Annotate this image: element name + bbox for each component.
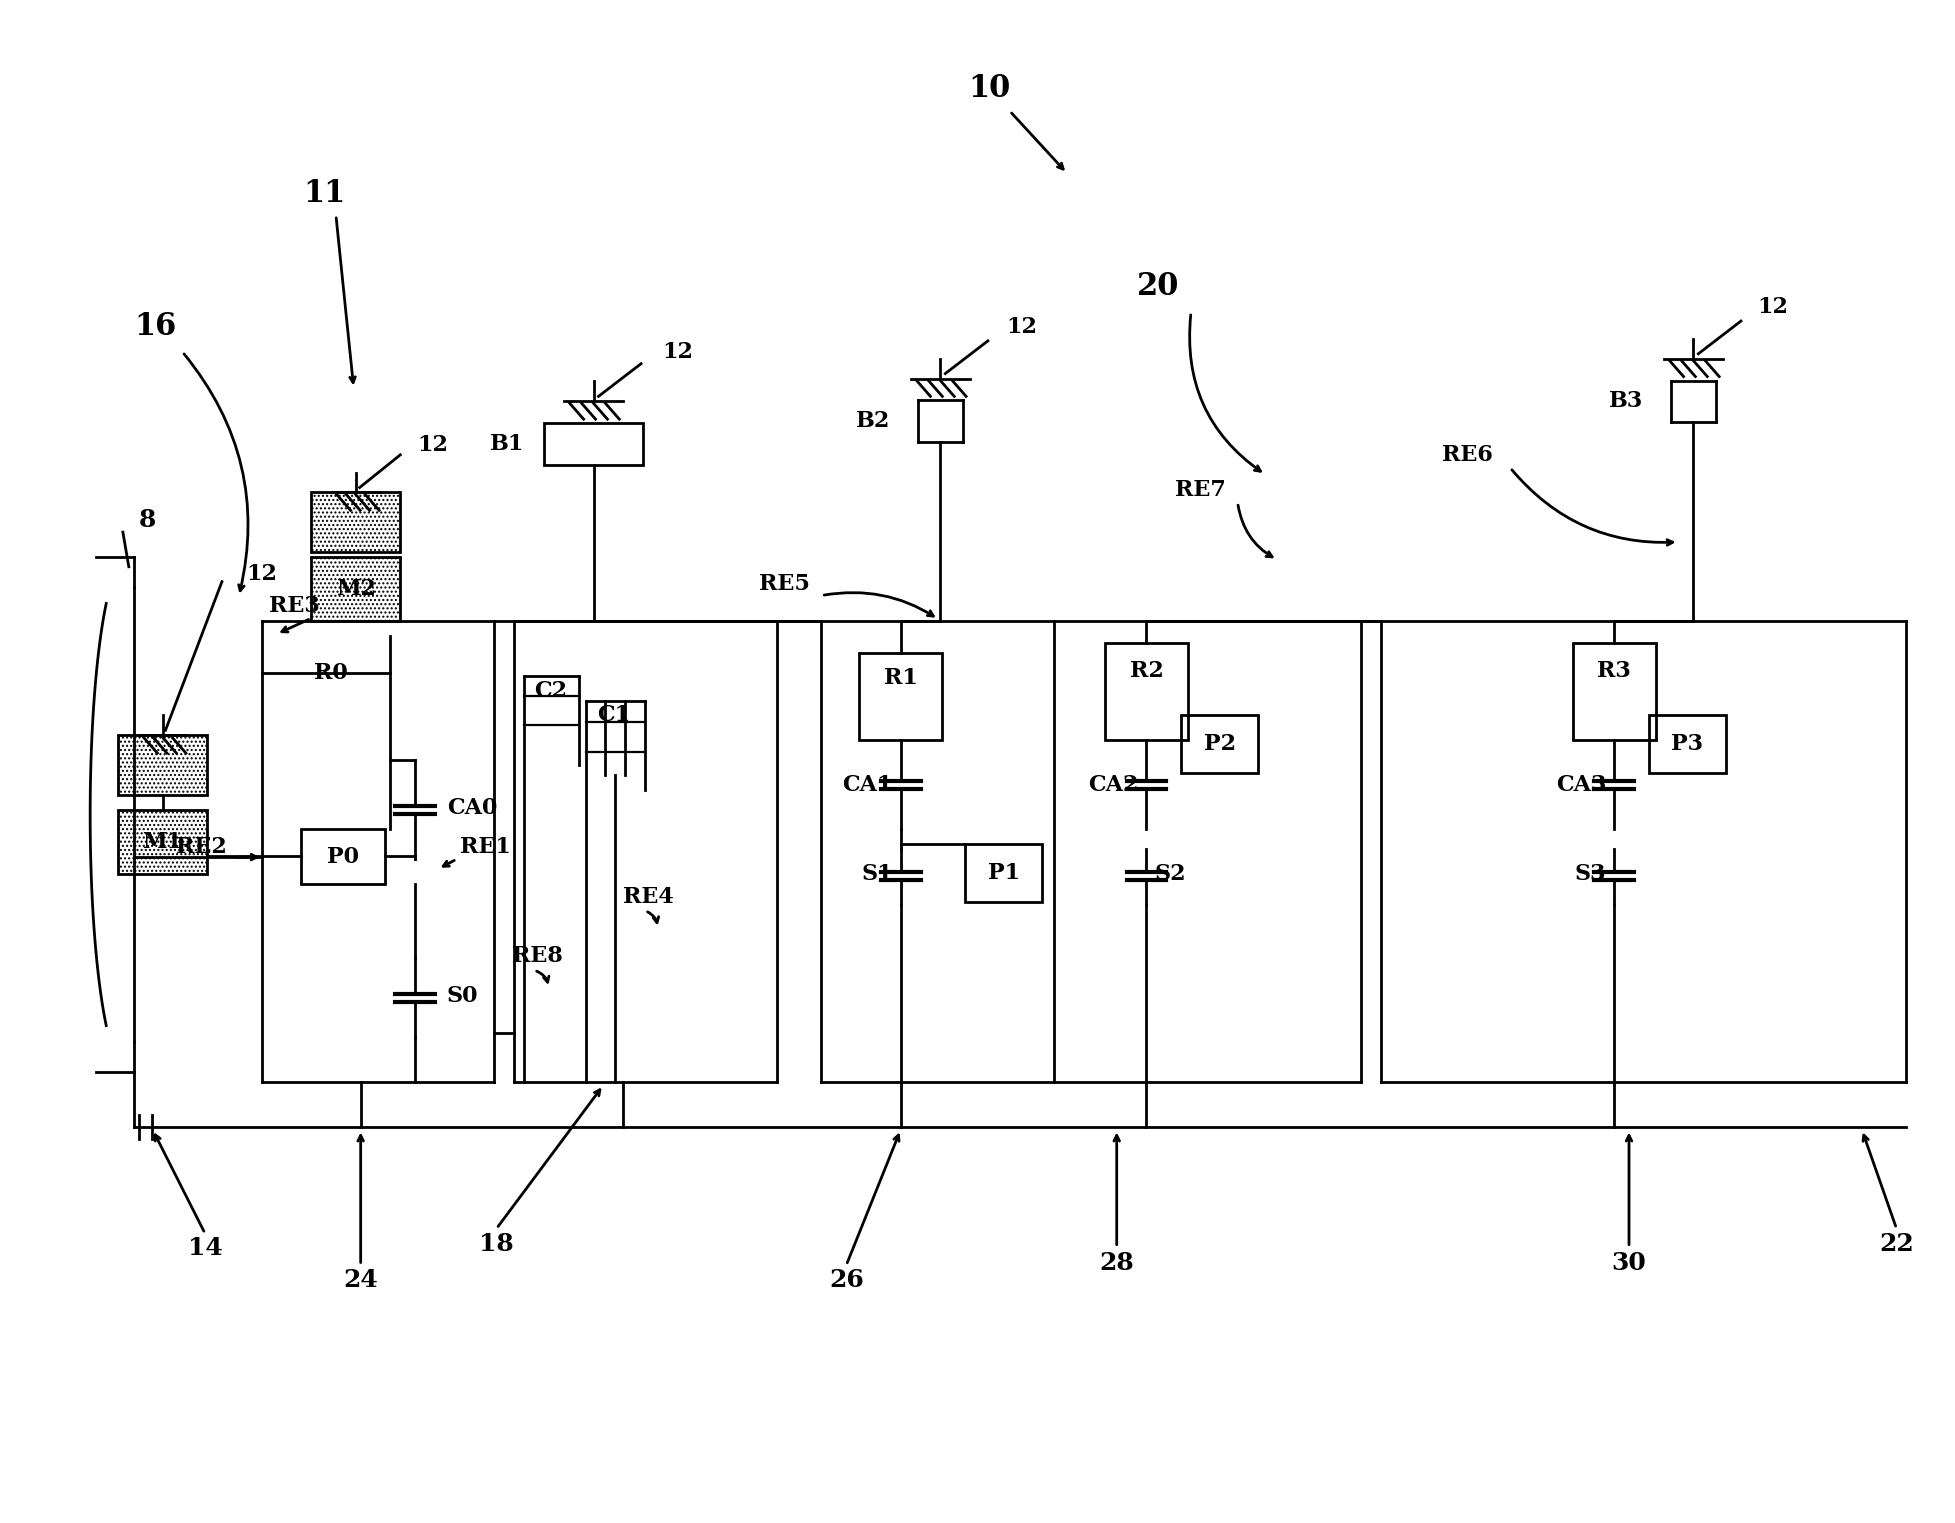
Text: 12: 12: [1007, 315, 1036, 338]
Text: CA0: CA0: [448, 797, 497, 818]
Bar: [301, 830, 385, 883]
Bar: [858, 653, 942, 740]
Text: RE6: RE6: [1443, 443, 1494, 466]
Text: R1: R1: [884, 667, 917, 688]
Text: B3: B3: [1609, 390, 1644, 413]
Text: 16: 16: [135, 311, 176, 341]
Bar: [1105, 643, 1189, 740]
Text: 11: 11: [303, 178, 346, 209]
Text: R2: R2: [1130, 659, 1163, 682]
Text: 26: 26: [829, 1269, 864, 1292]
Text: C1: C1: [598, 705, 631, 726]
Bar: [311, 557, 401, 621]
Text: 30: 30: [1611, 1252, 1646, 1275]
Text: P3: P3: [1672, 733, 1703, 755]
Bar: [117, 736, 207, 795]
Text: 12: 12: [1758, 295, 1789, 318]
Text: B1: B1: [491, 433, 524, 455]
Text: S2: S2: [1153, 864, 1187, 885]
Text: CA3: CA3: [1556, 774, 1607, 797]
Text: R0: R0: [315, 663, 348, 684]
Text: S3: S3: [1574, 864, 1607, 885]
Text: 28: 28: [1099, 1252, 1134, 1275]
Text: RE7: RE7: [1175, 480, 1226, 501]
Text: S1: S1: [860, 864, 893, 885]
Text: CA2: CA2: [1089, 774, 1138, 797]
Bar: [966, 844, 1042, 902]
Bar: [311, 492, 401, 551]
Text: RE8: RE8: [512, 946, 563, 967]
Text: 8: 8: [139, 509, 156, 532]
Text: 24: 24: [344, 1269, 377, 1292]
Text: M1: M1: [143, 830, 182, 853]
Text: P2: P2: [1204, 733, 1236, 755]
Text: 12: 12: [418, 434, 448, 455]
Text: 20: 20: [1138, 271, 1179, 302]
Text: RE4: RE4: [624, 886, 674, 908]
Text: RE3: RE3: [270, 595, 321, 617]
Text: RE2: RE2: [176, 836, 227, 859]
Bar: [543, 423, 643, 465]
Text: P1: P1: [987, 862, 1021, 883]
Text: CA1: CA1: [843, 774, 893, 797]
Text: B2: B2: [856, 410, 890, 433]
Text: 22: 22: [1879, 1232, 1914, 1255]
Text: 12: 12: [246, 562, 278, 585]
Text: RE1: RE1: [459, 836, 510, 859]
Bar: [1648, 716, 1726, 772]
Text: S0: S0: [448, 985, 479, 1007]
Bar: [1181, 716, 1259, 772]
Text: P0: P0: [326, 845, 360, 868]
Text: C2: C2: [534, 679, 567, 702]
Text: 12: 12: [663, 341, 694, 362]
Text: R3: R3: [1597, 659, 1630, 682]
Text: 18: 18: [479, 1232, 514, 1255]
Text: RE5: RE5: [759, 573, 809, 594]
Bar: [117, 810, 207, 874]
Text: M2: M2: [336, 579, 375, 600]
Text: 14: 14: [188, 1235, 223, 1260]
Text: 10: 10: [970, 73, 1011, 104]
Bar: [1572, 643, 1656, 740]
